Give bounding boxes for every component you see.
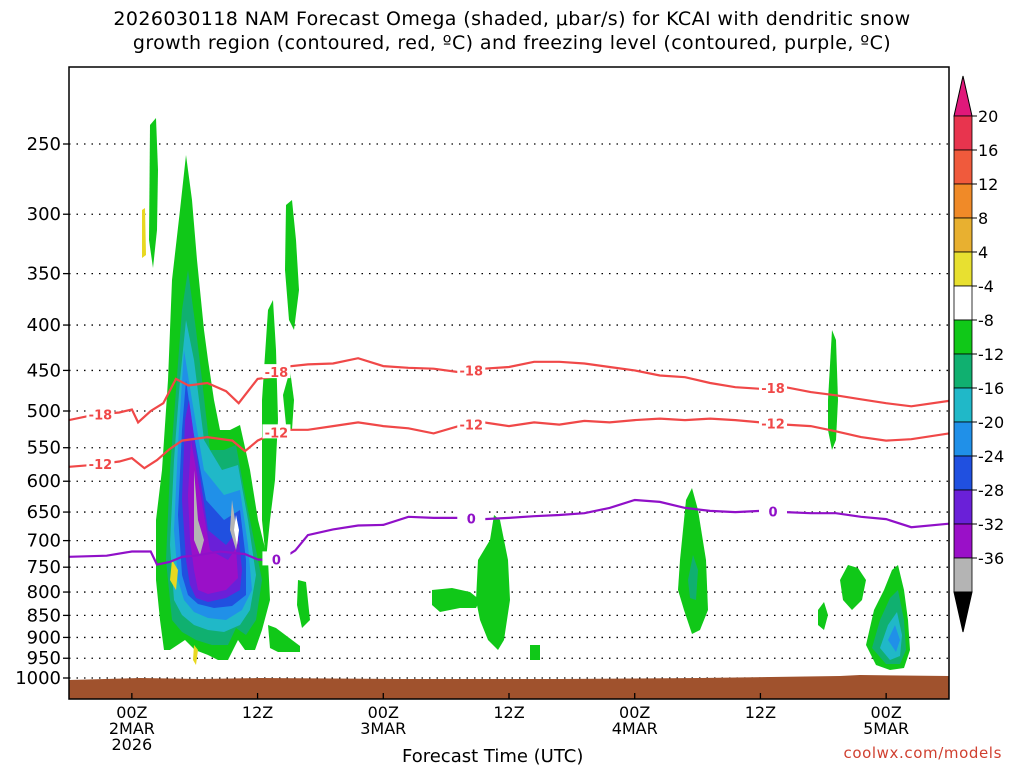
colorbar-label: 16 <box>978 141 998 160</box>
colorbar-label: -16 <box>978 379 1004 398</box>
y-tick-label: 450 <box>27 360 61 381</box>
colorbar-swatch <box>953 149 973 185</box>
colorbar-swatch <box>953 489 973 525</box>
contour-label: -18 <box>460 364 484 379</box>
colorbar-label: -28 <box>978 481 1004 500</box>
y-axis: 2503003504004505005506006507007508008509… <box>15 134 69 689</box>
contour-label: 0 <box>467 513 476 528</box>
colorbar-label: -36 <box>978 549 1004 568</box>
y-tick-label: 1000 <box>15 668 61 689</box>
colorbar-swatch <box>953 455 973 491</box>
contour-label-bg <box>86 455 115 470</box>
x-tick-label: 00Z <box>368 703 399 722</box>
contour-label: -12 <box>460 418 484 433</box>
y-tick-label: 300 <box>27 204 61 225</box>
colorbar-swatch <box>953 183 973 219</box>
colorbar-label: 8 <box>978 209 988 228</box>
contour-label-bg <box>262 424 291 439</box>
colorbar-swatch <box>953 115 973 151</box>
contour-label-bg <box>457 510 486 525</box>
colorbar-label: 4 <box>978 243 988 262</box>
colorbar-label: -4 <box>978 277 994 296</box>
credit-text: coolwx.com/models <box>843 744 1002 762</box>
contour-label: -18 <box>761 382 785 397</box>
contour-label-bg <box>759 503 787 518</box>
y-tick-label: 950 <box>27 648 61 669</box>
colorbar-label: -20 <box>978 413 1004 432</box>
y-tick-label: 250 <box>27 134 61 155</box>
colorbar-swatch <box>953 557 973 593</box>
x-tick-label: 4MAR <box>612 719 658 738</box>
colorbar-swatch <box>953 387 973 423</box>
colorbar-swatch <box>953 523 973 559</box>
contour-label: 0 <box>768 505 777 520</box>
x-tick-label: 12Z <box>242 703 273 722</box>
x-axis-title: Forecast Time (UTC) <box>402 746 584 767</box>
contour-label: -12 <box>761 418 785 433</box>
colorbar-label: -12 <box>978 345 1004 364</box>
colorbar-swatch <box>953 353 973 389</box>
contour-label: -12 <box>89 458 113 473</box>
y-tick-label: 550 <box>27 438 61 459</box>
contour-label-bg <box>759 415 787 430</box>
contour-label-bg <box>86 406 115 421</box>
contour-labels: -18 -18 -18 -18 -12 -12 -12 -12 0 0 0 <box>86 362 787 568</box>
colorbar: 20 16 12 8 4 -4 -8 -12 -16 -20 -24 -28 -32 -36 <box>953 75 1004 633</box>
chart-title-line2: growth region (contoured, red, ºC) and f… <box>132 32 892 54</box>
y-tick-label: 900 <box>27 627 61 648</box>
colorbar-label: 12 <box>978 175 998 194</box>
colorbar-swatch <box>953 285 973 321</box>
contour-label: 0 <box>272 553 281 568</box>
x-tick-label: 00Z <box>619 703 650 722</box>
y-tick-label: 600 <box>27 471 61 492</box>
chart-title-line1: 2026030118 NAM Forecast Omega (shaded, μ… <box>113 8 911 30</box>
x-tick-label: 3MAR <box>360 719 406 738</box>
colorbar-swatch <box>953 251 973 287</box>
colorbar-label: -24 <box>978 447 1004 466</box>
x-tick-label: 12Z <box>493 703 524 722</box>
x-tick-label: 2MAR <box>109 719 155 738</box>
colorbar-bottom-arrow <box>953 591 973 633</box>
x-tick-label: 12Z <box>745 703 776 722</box>
y-tick-label: 500 <box>27 401 61 422</box>
y-tick-label: 850 <box>27 605 61 626</box>
x-tick-label: 5MAR <box>863 719 909 738</box>
colorbar-swatch <box>953 217 973 253</box>
y-tick-label: 650 <box>27 502 61 523</box>
contour-label-bg <box>759 379 787 394</box>
contour-label-bg <box>457 362 486 377</box>
contour-label-bg <box>262 364 291 379</box>
contour-label: -12 <box>265 426 289 441</box>
y-tick-label: 350 <box>27 264 61 285</box>
y-tick-label: 400 <box>27 315 61 336</box>
contour-label-bg <box>262 551 291 566</box>
y-tick-label: 800 <box>27 582 61 603</box>
x-tick-label: 2026 <box>111 735 152 754</box>
colorbar-swatch <box>953 319 973 355</box>
colorbar-top-arrow <box>953 75 973 117</box>
y-tick-label: 700 <box>27 531 61 552</box>
x-tick-label: 00Z <box>116 703 147 722</box>
contour-label: -18 <box>265 366 289 381</box>
contour-label-bg <box>457 416 486 431</box>
colorbar-label: 20 <box>978 107 998 126</box>
colorbar-swatch <box>953 421 973 457</box>
colorbar-label: -8 <box>978 311 994 330</box>
contour-label: -18 <box>89 408 113 423</box>
x-tick-label: 00Z <box>870 703 901 722</box>
y-tick-label: 750 <box>27 557 61 578</box>
colorbar-label: -32 <box>978 515 1004 534</box>
